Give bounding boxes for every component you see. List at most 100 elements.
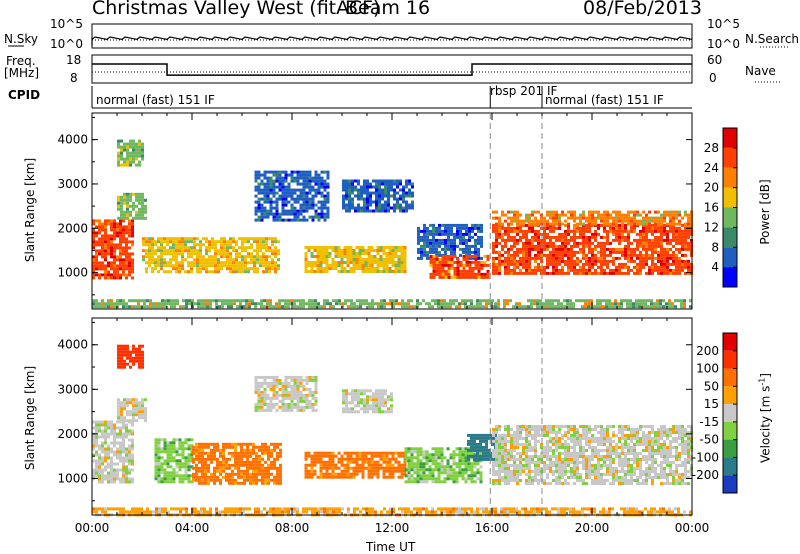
heatmap-cell [263, 390, 267, 394]
heatmap-cell [144, 198, 147, 202]
heatmap-cell [591, 262, 594, 266]
heatmap-cell [473, 305, 476, 309]
heatmap-cell [172, 237, 175, 241]
heatmap-cell [498, 219, 501, 223]
heatmap-cell [293, 393, 297, 397]
heatmap-cell [378, 209, 381, 213]
heatmap-cell [296, 396, 300, 400]
heatmap-cell [110, 432, 113, 436]
heatmap-cell [107, 246, 110, 250]
heatmap-cell [573, 213, 576, 217]
heatmap-cell [543, 271, 546, 275]
heatmap-cell [555, 226, 558, 230]
heatmap-cell [263, 212, 267, 216]
heatmap-cell [567, 226, 570, 230]
heatmap-cell [216, 448, 219, 452]
heatmap-cell [343, 270, 347, 273]
heatmap-cell [633, 226, 636, 230]
heatmap-cell [672, 226, 675, 230]
heatmap-cell [527, 305, 530, 309]
heatmap-cell [119, 441, 122, 445]
heatmap-cell [293, 209, 297, 213]
heatmap-cell [379, 466, 383, 470]
heatmap-cell [311, 393, 315, 397]
heatmap-cell [684, 262, 687, 266]
plot-frame [91, 112, 693, 310]
heatmap-cell [494, 302, 497, 306]
heatmap-cell [663, 219, 666, 223]
heatmap-cell [528, 268, 531, 272]
heatmap-cell [388, 258, 392, 261]
heatmap-cell [322, 261, 326, 264]
heatmap-cell [281, 185, 285, 189]
heatmap-cell [98, 228, 101, 232]
heatmap-cell [654, 219, 657, 223]
heatmap-cell [240, 472, 243, 476]
heatmap-cell [423, 238, 426, 242]
heatmap-cell [639, 259, 642, 263]
heatmap-cell [230, 305, 233, 309]
heatmap-cell [249, 442, 252, 446]
heatmap-cell [388, 252, 392, 255]
heatmap-cell [314, 396, 318, 400]
heatmap-cell [654, 262, 657, 266]
heatmap-cell [367, 475, 371, 479]
heatmap-cell [351, 182, 354, 186]
heatmap-cell [373, 451, 377, 455]
heatmap-cell [155, 305, 158, 309]
heatmap-cell [543, 232, 546, 236]
heatmap-cell [246, 454, 249, 458]
heatmap-cell [400, 454, 404, 458]
heatmap-cell [266, 393, 270, 397]
heatmap-cell [241, 240, 244, 244]
heatmap-cell [254, 402, 258, 406]
heatmap-cell [95, 444, 98, 448]
heatmap-cell [160, 249, 163, 253]
heatmap-cell [394, 270, 398, 273]
heatmap-cell [206, 305, 209, 309]
heatmap-cell [446, 302, 449, 306]
heatmap-cell [657, 271, 660, 275]
heatmap-cell [249, 478, 252, 482]
heatmap-cell [477, 250, 480, 254]
heatmap-cell [624, 253, 627, 257]
heatmap-cell [123, 353, 126, 357]
heatmap-cell [224, 299, 227, 303]
heatmap-cell [467, 299, 470, 303]
heatmap-cell [346, 466, 350, 470]
heatmap-cell [113, 243, 116, 247]
heatmap-cell [104, 225, 107, 229]
heatmap-cell [222, 451, 225, 455]
heatmap-cell [123, 350, 126, 354]
heatmap-cell [375, 389, 378, 393]
heatmap-cell [143, 302, 146, 306]
colorbar-swatch [723, 167, 737, 188]
heatmap-cell [477, 229, 480, 233]
heatmap-cell [573, 259, 576, 263]
heatmap-cell [555, 247, 558, 251]
heatmap-cell [477, 269, 481, 273]
heatmap-cell [474, 247, 477, 251]
heatmap-cell [181, 243, 184, 247]
heatmap-cell [110, 429, 113, 433]
heatmap-cell [275, 215, 279, 219]
heatmap-cell [225, 475, 228, 479]
heatmap-cell [95, 468, 98, 472]
heatmap-cell [498, 222, 501, 226]
heatmap-cell [627, 271, 630, 275]
heatmap-cell [504, 256, 507, 260]
heatmap-cell [113, 450, 116, 454]
heatmap-cell [148, 240, 151, 244]
heatmap-cell [507, 271, 510, 275]
heatmap-cell [134, 299, 137, 303]
heatmap-cell [246, 442, 249, 446]
heatmap-cell [266, 212, 270, 216]
heatmap-cell [210, 454, 213, 458]
heatmap-cell [642, 222, 645, 226]
heatmap-cell [132, 416, 135, 420]
heatmap-cell [278, 305, 281, 309]
heatmap-cell [510, 268, 513, 272]
heatmap-cell [411, 200, 414, 204]
heatmap-cell [172, 450, 176, 454]
heatmap-cell [126, 163, 129, 167]
